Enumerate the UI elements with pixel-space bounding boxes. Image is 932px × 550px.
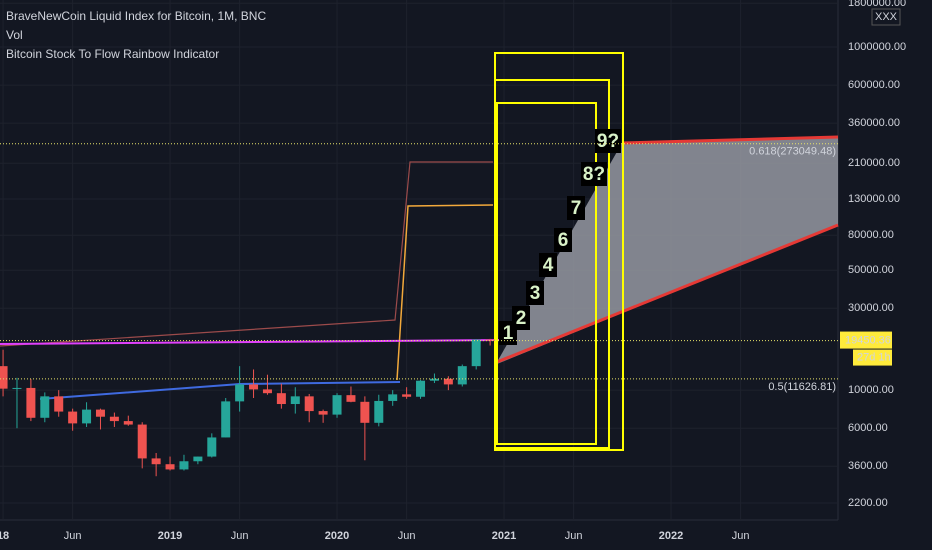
y-tick-label: 30000.00	[848, 302, 894, 314]
candle-body	[151, 458, 161, 465]
candle-body	[109, 416, 119, 422]
x-tick-label: Jun	[64, 530, 82, 542]
x-tick-label: Jun	[398, 530, 416, 542]
legend-item: Bitcoin Stock To Flow Rainbow Indicator	[6, 47, 219, 61]
wave-label: 9?	[597, 131, 619, 152]
last-price-box	[840, 331, 892, 349]
wave-label: 3	[530, 283, 541, 304]
candle-body	[26, 387, 36, 418]
candle-body	[276, 393, 286, 405]
candle-body	[318, 411, 328, 415]
y-tick-label: 1000000.00	[848, 41, 906, 53]
level-label: 0.618(273049.48)	[749, 146, 836, 158]
x-tick-label: 2022	[659, 530, 683, 542]
candle-body	[137, 424, 147, 459]
legend-title: BraveNewCoin Liquid Index for Bitcoin, 1…	[6, 9, 266, 23]
candle-body	[443, 378, 453, 385]
countdown-box	[853, 349, 892, 366]
s2f-line	[396, 204, 494, 381]
y-tick-label: 80000.00	[848, 229, 894, 241]
countdown: 27d 1h	[857, 351, 891, 363]
candle-body	[123, 421, 133, 425]
candle-body	[262, 389, 272, 394]
candle-body	[165, 464, 175, 470]
y-tick-label: 360000.00	[848, 117, 900, 129]
candle-body	[40, 396, 50, 418]
y-tick-label: 6000.00	[848, 422, 888, 434]
x-tick-label: 2021	[492, 530, 516, 542]
box	[494, 79, 610, 449]
y-tick-label: 1800000.00	[848, 0, 906, 9]
wave-box	[512, 306, 530, 330]
x-tick-label: Jun	[231, 530, 249, 542]
wave-label: 4	[543, 255, 554, 276]
last-price: 19450.36	[845, 334, 891, 346]
badge-box	[871, 8, 901, 26]
x-tick-label: Jun	[565, 530, 583, 542]
wave-label: 6	[558, 230, 569, 251]
projection-edge	[621, 135, 839, 145]
box	[496, 102, 597, 445]
y-tick-label: 50000.00	[848, 264, 894, 276]
candle-body	[12, 387, 22, 389]
wave-box	[539, 253, 557, 277]
legend-item: Vol	[6, 28, 23, 42]
x-tick-label: 2020	[325, 530, 349, 542]
x-tick-label: 18	[0, 530, 9, 542]
candle-body	[68, 411, 78, 424]
wave-label: 8?	[583, 164, 605, 185]
wave-box	[554, 228, 572, 252]
badge: XXX	[875, 11, 898, 23]
projection	[497, 137, 838, 364]
wave-label: 7	[571, 198, 582, 219]
candle-body	[304, 396, 314, 412]
candle-body	[207, 437, 217, 457]
candle-body	[54, 396, 64, 412]
candle-body	[346, 395, 356, 402]
candle-body	[485, 339, 495, 341]
y-tick-label: 10000.00	[848, 384, 894, 396]
price-axis	[838, 0, 932, 550]
wave-box	[567, 196, 585, 220]
candle-body	[82, 409, 92, 424]
y-tick-label: 600000.00	[848, 79, 900, 91]
y-tick-label: 130000.00	[848, 193, 900, 205]
y-tick-label: 3600.00	[848, 460, 888, 472]
candle-body	[360, 401, 370, 423]
candle-body	[235, 384, 245, 402]
x-tick-label: 2019	[158, 530, 182, 542]
y-tick-label: 2200.00	[848, 497, 888, 509]
candle-body	[388, 394, 398, 401]
s2f-line	[0, 339, 501, 345]
candle-body	[193, 456, 203, 462]
candle-body	[290, 396, 300, 405]
candle-body	[221, 401, 231, 438]
s2f-line	[0, 161, 493, 347]
x-tick-label: Jun	[732, 530, 750, 542]
candle-body	[429, 378, 439, 381]
wave-label: 2	[516, 308, 527, 329]
wave-label: 1	[503, 323, 514, 344]
wave-box	[526, 281, 544, 305]
candle-body	[402, 394, 412, 397]
level-label: 0.5(11626.81)	[768, 381, 836, 393]
candle-body	[332, 395, 342, 415]
candle-body	[0, 366, 8, 389]
candle-body	[249, 384, 259, 390]
candle-body	[95, 409, 105, 417]
projection-edge	[496, 223, 839, 364]
candle-body	[471, 339, 481, 367]
candle-body	[374, 400, 384, 423]
wave-box	[595, 129, 621, 153]
candle-body	[179, 461, 189, 470]
candle-body	[457, 366, 467, 385]
candle-body	[416, 380, 426, 397]
wave-box	[581, 162, 607, 186]
y-tick-label: 210000.00	[848, 157, 900, 169]
